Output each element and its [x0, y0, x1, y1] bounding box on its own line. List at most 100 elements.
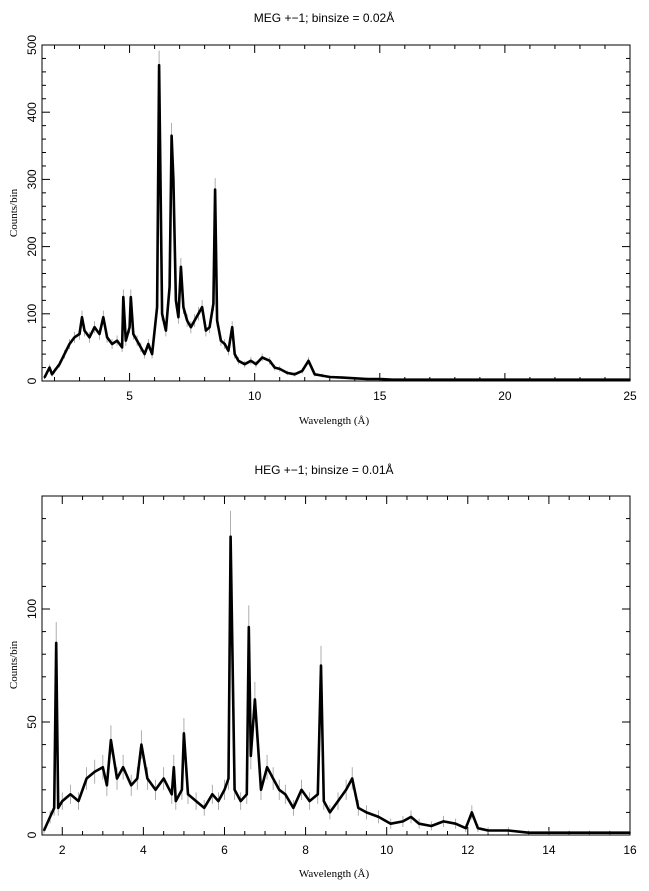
- series-line: [42, 535, 630, 835]
- data-point: [464, 827, 467, 830]
- data-point: [301, 370, 304, 372]
- data-point: [357, 807, 360, 809]
- data-point: [63, 353, 66, 355]
- data-point: [284, 793, 287, 796]
- data-point: [217, 800, 220, 802]
- x-axis-label: Wavelength (Å): [299, 415, 370, 427]
- data-point: [154, 789, 157, 791]
- data-point: [146, 777, 149, 780]
- data-point: [98, 333, 101, 335]
- y-tick-label: 200: [25, 236, 39, 256]
- data-point: [102, 766, 104, 768]
- data-point: [554, 378, 556, 381]
- data-point: [351, 777, 354, 780]
- y-tick-label: 50: [25, 715, 39, 729]
- data-point: [183, 732, 185, 735]
- y-tick-label: 300: [25, 169, 39, 189]
- data-point: [68, 343, 71, 345]
- data-point: [147, 343, 150, 345]
- data-point: [278, 368, 281, 370]
- data-point: [328, 376, 331, 378]
- x-ticks: 5 10 15 20 25: [54, 45, 637, 403]
- data-point: [227, 349, 230, 352]
- data-point: [329, 811, 331, 814]
- data-point: [402, 820, 404, 823]
- data-point: [51, 373, 53, 376]
- data-point: [579, 378, 581, 381]
- data-point: [261, 356, 263, 359]
- data-point: [43, 376, 46, 379]
- data-point: [43, 829, 45, 832]
- data-point: [102, 316, 105, 318]
- chart-title: MEG +−1; binsize = 0.02Å: [254, 10, 394, 25]
- data-point: [85, 777, 88, 780]
- data-point: [58, 363, 61, 366]
- data-point: [48, 366, 51, 369]
- x-tick-label: 25: [623, 389, 637, 403]
- y-tick-label: 0: [25, 831, 39, 838]
- data-point: [323, 800, 325, 802]
- data-point: [121, 346, 123, 349]
- data-point: [248, 626, 250, 628]
- data-point: [391, 378, 394, 381]
- data-point: [211, 793, 214, 796]
- data-point: [205, 329, 207, 332]
- data-point: [216, 319, 218, 322]
- data-point: [321, 374, 324, 377]
- data-point: [77, 800, 80, 802]
- plot-frame: [41, 495, 631, 836]
- data-point: [378, 378, 381, 380]
- data-point: [197, 313, 200, 315]
- data-point: [203, 807, 206, 809]
- y-tick-label: 0: [25, 377, 39, 384]
- data-point: [487, 829, 489, 832]
- data-point: [49, 816, 51, 818]
- data-point: [156, 306, 158, 308]
- data-point: [136, 339, 138, 342]
- data-point: [193, 319, 196, 322]
- x-tick-label: 6: [221, 843, 228, 857]
- chart-title: HEG +−1; binsize = 0.01Å: [254, 462, 393, 477]
- data-point: [260, 789, 262, 791]
- data-point: [233, 353, 236, 355]
- data-point: [151, 353, 153, 355]
- data-point: [507, 829, 510, 832]
- data-point: [140, 743, 143, 746]
- data-point: [175, 299, 177, 302]
- y-axis-label: Counts/bin: [8, 188, 20, 237]
- data-point: [143, 353, 146, 355]
- data-point: [365, 811, 368, 814]
- data-point: [243, 363, 246, 366]
- x-tick-label: 14: [542, 843, 556, 857]
- data-point: [170, 134, 173, 137]
- data-point: [140, 346, 142, 349]
- y-tick-label: 100: [25, 303, 39, 323]
- data-point: [122, 296, 125, 298]
- data-point: [187, 793, 189, 796]
- data-point: [128, 326, 131, 329]
- data-points: [43, 64, 631, 381]
- data-point: [190, 326, 192, 329]
- data-point: [245, 793, 248, 796]
- data-point: [83, 329, 86, 332]
- data-point: [237, 360, 240, 362]
- data-point: [239, 800, 242, 802]
- data-point: [57, 807, 60, 809]
- data-point: [136, 777, 139, 780]
- data-point: [214, 188, 216, 191]
- data-point: [250, 755, 252, 757]
- data-point: [308, 800, 311, 802]
- data-point: [529, 378, 531, 381]
- data-point: [300, 789, 303, 791]
- data-point: [548, 831, 550, 834]
- data-point: [93, 770, 96, 773]
- data-point: [404, 378, 406, 381]
- x-tick-label: 12: [461, 843, 475, 857]
- data-point: [292, 807, 295, 809]
- data-point: [122, 766, 124, 768]
- x-tick-label: 4: [140, 843, 147, 857]
- data-point: [181, 789, 183, 791]
- data-point: [106, 784, 108, 787]
- data-point: [165, 329, 167, 332]
- x-tick-label: 16: [623, 843, 637, 857]
